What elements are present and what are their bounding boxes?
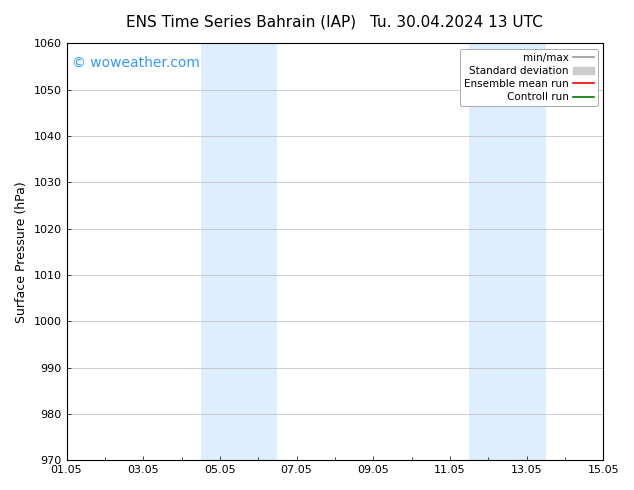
Legend: min/max, Standard deviation, Ensemble mean run, Controll run: min/max, Standard deviation, Ensemble me… (460, 49, 598, 106)
Y-axis label: Surface Pressure (hPa): Surface Pressure (hPa) (15, 181, 28, 323)
Text: Tu. 30.04.2024 13 UTC: Tu. 30.04.2024 13 UTC (370, 15, 543, 30)
Text: ENS Time Series Bahrain (IAP): ENS Time Series Bahrain (IAP) (126, 15, 356, 30)
Bar (469, 44, 546, 460)
Bar (201, 44, 277, 460)
Text: © woweather.com: © woweather.com (72, 56, 200, 70)
